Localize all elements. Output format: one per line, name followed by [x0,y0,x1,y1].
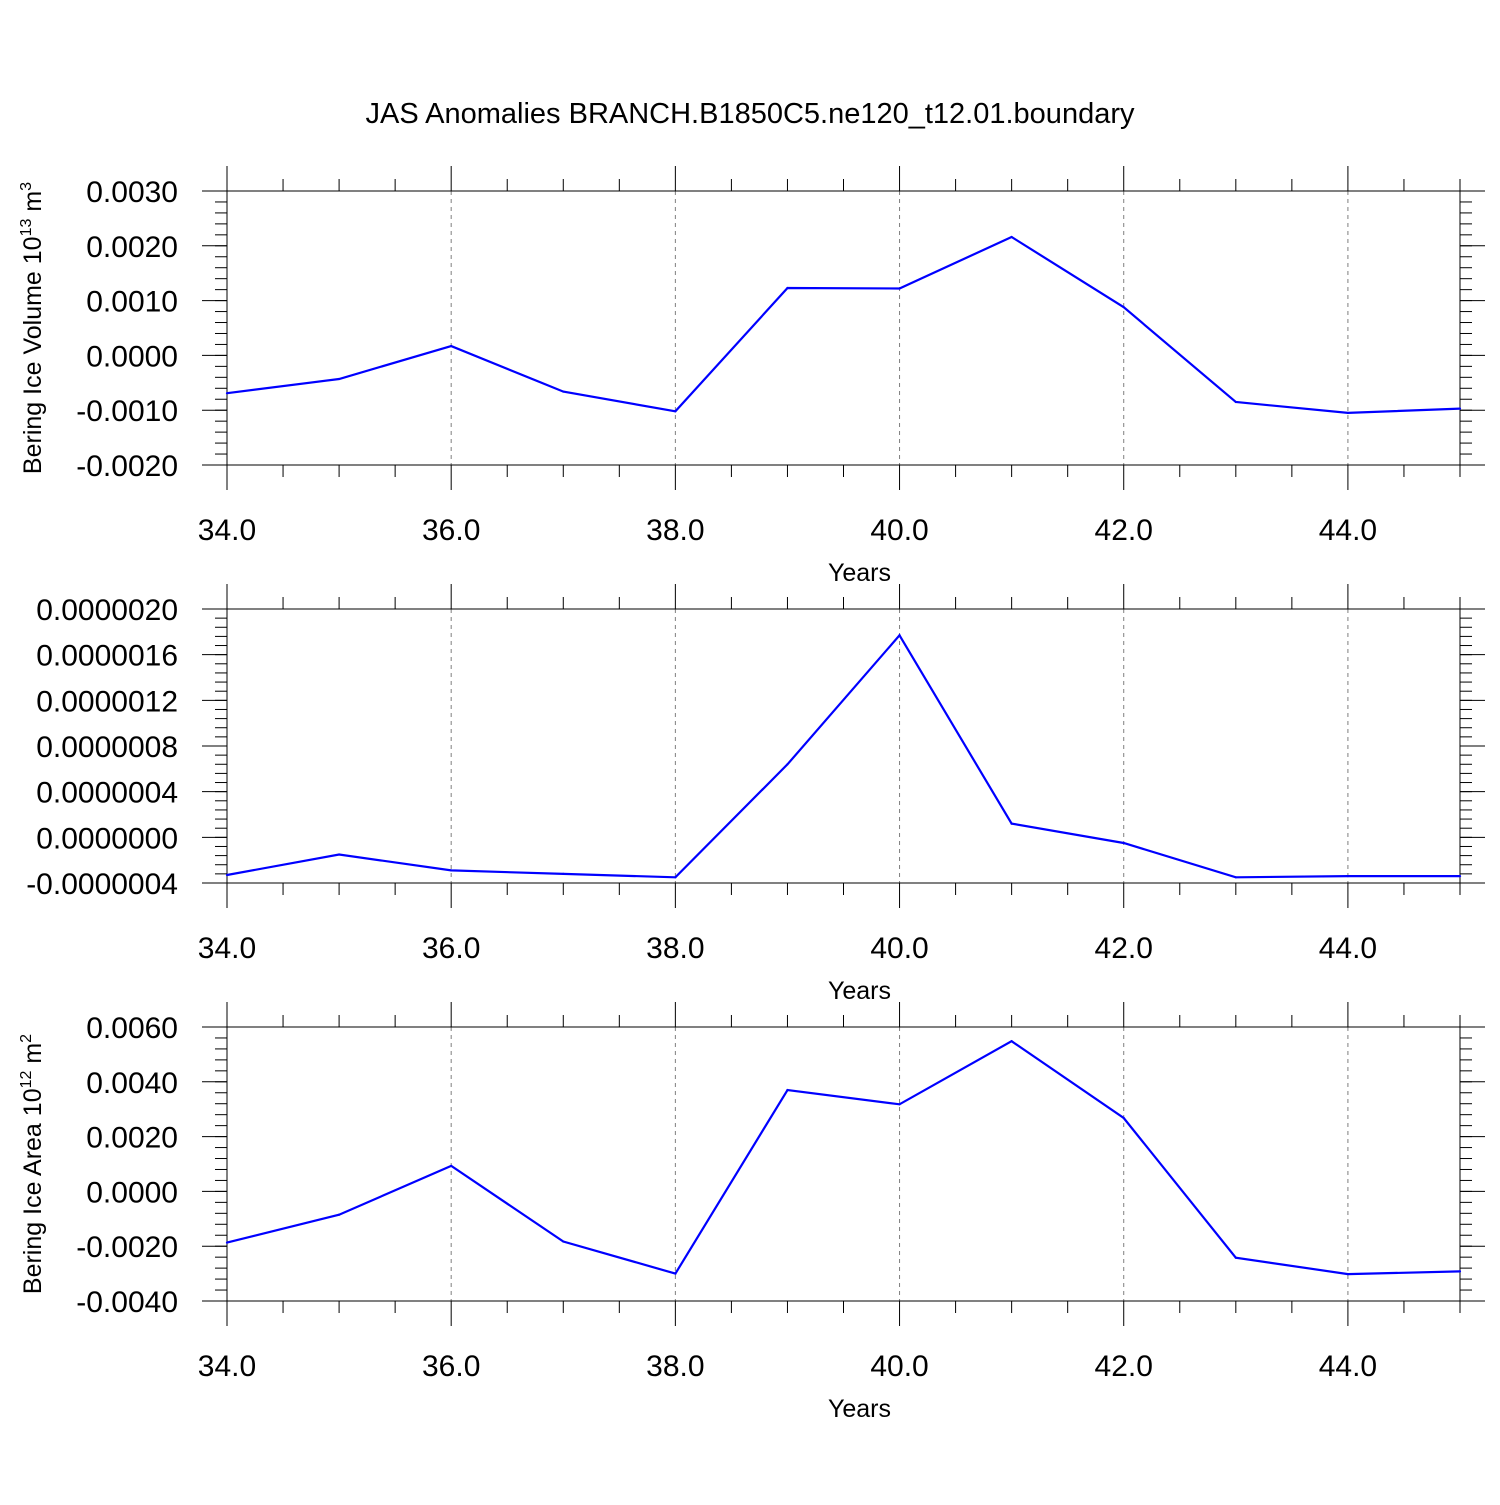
data-point [1346,875,1350,878]
y-tick-label: 0.0000004 [36,777,178,810]
y-axis-label-superscript: 12 [18,1070,35,1088]
data-point [898,287,901,290]
x-tick-label: 34.0 [198,1350,256,1383]
panel-3: 34.0 36.0 38.0 40.0 42.0 44.0 -0.0040 -0.0020 0.… [18,1002,1485,1423]
series-line [226,633,1460,879]
y-tick-label: 0.0000 [86,340,178,373]
series-line [226,1039,1461,1276]
x-axis-label: Years [828,559,891,587]
y-axis-label: Bering Ice Volume 1013 m3 [18,182,47,474]
x-tick-label: 34.0 [198,932,256,965]
data-point [674,876,677,879]
y-tick-label: 0.0020 [86,1122,178,1155]
x-tick-label: 40.0 [870,932,928,965]
x-tick-label: 40.0 [870,1350,928,1383]
y-axis-label-text: Bering Ice Area 10 [19,1088,47,1294]
data-point [450,1164,453,1168]
y-tick-label: -0.0040 [76,1286,178,1319]
data-point [1010,1040,1013,1043]
y-tick-label: -0.0020 [76,450,178,483]
data-point [674,1272,677,1275]
data-point [786,286,789,290]
y-tick-label: 0.0000012 [36,685,178,718]
y-tick-label: 0.0020 [86,231,178,264]
y-tick-label: 0.0000016 [36,640,178,673]
plot-frame [226,190,1461,466]
y-tick-label: 0.0060 [86,1012,178,1045]
y-tick-label: 0.0010 [86,286,178,319]
data-point [1458,875,1462,878]
data-point [562,872,565,875]
y-tick-label: -0.0000004 [26,868,178,901]
x-tick-label: 42.0 [1095,1350,1153,1383]
y-tick-label: 0.0030 [86,176,178,209]
x-tick-label: 42.0 [1095,932,1153,965]
data-point [225,392,229,395]
x-tick-label: 44.0 [1319,1350,1377,1383]
data-point [562,390,565,393]
x-tick-label: 42.0 [1095,514,1153,547]
x-tick-label: 36.0 [422,932,480,965]
data-point [1346,1273,1350,1276]
data-point [1346,411,1350,415]
x-tick-label: 44.0 [1319,932,1377,965]
x-axis-label: Years [828,977,891,1005]
data-point [1122,306,1125,309]
y-axis-label-text: Bering Ice Volume 10 [19,236,47,474]
y-tick-label: 0.0000020 [36,594,178,627]
x-tick-label: 36.0 [422,514,480,547]
y-tick-label: -0.0020 [76,1231,178,1264]
x-tick-label: 36.0 [422,1350,480,1383]
x-tick-label: 38.0 [646,514,704,547]
data-point [450,344,453,348]
x-tick-label: 34.0 [198,514,256,547]
data-point [1458,1270,1462,1273]
y-axis-label: Bering Ice Area 1012 m2 [18,1034,47,1294]
data-point [898,634,901,637]
data-point [1122,1116,1125,1120]
x-tick-label: 40.0 [870,514,928,547]
data-point [225,1241,229,1244]
data-point [1010,822,1013,825]
data-point [337,853,341,856]
x-tick-label: 38.0 [646,1350,704,1383]
y-axis-label-superscript: 3 [18,182,35,191]
series-line [226,235,1461,415]
data-point [1122,841,1125,845]
plot-frame [226,608,1461,884]
y-tick-label: -0.0010 [76,395,178,428]
y-axis-label-text: m [19,191,47,219]
data-point [786,1088,789,1092]
x-tick-label: 44.0 [1319,514,1377,547]
x-axis-label: Years [828,1395,891,1423]
data-point [450,869,453,872]
plot-frame [226,1026,1461,1302]
panel-1: 34.0 36.0 38.0 40.0 42.0 44.0 -0.0020 -0.0010 0.… [18,166,1485,587]
y-tick-label: 0.0040 [86,1067,178,1100]
y-tick-label: 0.0000 [86,1176,178,1209]
data-point [225,873,229,877]
data-point [337,377,341,381]
data-point [1234,400,1237,404]
data-point [1234,1256,1237,1259]
y-axis-label-text: m [19,1043,47,1071]
figure-title: JAS Anomalies BRANCH.B1850C5.ne120_t12.0… [365,98,1135,130]
data-point [898,1103,901,1106]
panel-2: 34.0 36.0 38.0 40.0 42.0 44.0 -0.0000004 0.0000… [26,584,1485,1005]
data-point [1458,407,1462,410]
y-tick-label: 0.0000008 [36,731,178,764]
data-point [674,410,677,413]
data-point [562,1240,565,1243]
data-point [786,763,789,766]
y-axis-label-superscript: 2 [18,1034,35,1043]
data-point [1010,235,1013,239]
y-axis-label-superscript: 13 [18,219,35,237]
y-tick-label: 0.0000000 [36,822,178,855]
x-tick-label: 38.0 [646,932,704,965]
data-point [1234,876,1237,879]
data-point [337,1213,341,1216]
